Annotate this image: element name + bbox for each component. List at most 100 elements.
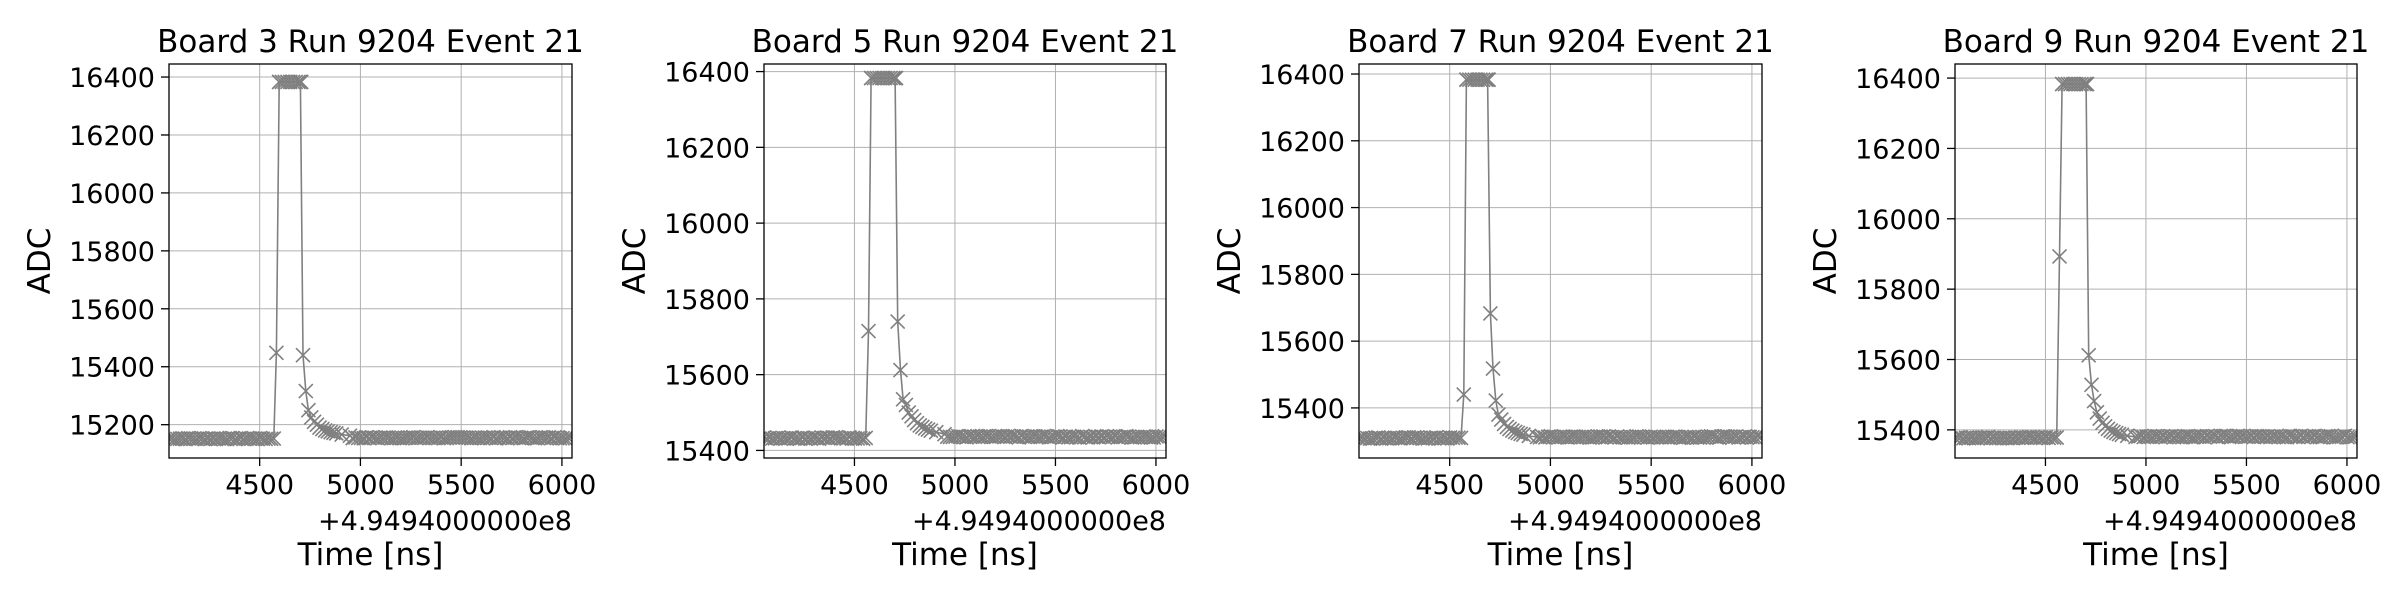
data-point-marker [292,74,308,90]
x-tick-label: 4500 [820,470,889,501]
data-point-marker [936,426,953,442]
y-tick-label: 16200 [664,133,750,164]
y-tick-label: 15800 [1855,275,1941,306]
y-tick-label: 16000 [664,209,750,240]
y-axis-label: ADC [1808,228,1844,295]
data-series [169,74,572,447]
y-tick-label: 15400 [664,436,750,467]
y-tick-label: 16200 [69,121,155,152]
data-point-marker [314,421,330,437]
x-tick-label: 5500 [2212,470,2281,501]
chart-title: Board 5 Run 9204 Event 21 [752,24,1179,60]
data-point-marker [1456,386,1472,403]
x-axis-label: Time [ns] [2082,537,2229,573]
data-point-marker [557,430,572,446]
data-point-marker [860,323,877,339]
y-axis-label: ADC [617,228,653,295]
data-point-marker [1529,429,1545,445]
y-tick-label: 15800 [664,285,750,316]
y-tick-label: 16000 [69,179,155,210]
data-point-marker [1157,428,1166,444]
y-tick-label: 16200 [1259,127,1345,158]
y-tick-label: 15400 [69,353,155,384]
data-point-marker [1448,430,1464,446]
y-tick-label: 16400 [1259,60,1345,91]
y-tick-label: 15200 [69,411,155,442]
data-point-marker [1507,424,1523,440]
chart-panel-1: 4500 5000 5500 6000 15200 15400 15600 15800 1600… [22,24,596,573]
y-tick-label: 16400 [1855,64,1941,95]
x-tick-label: 4500 [2011,470,2080,501]
data-point-marker [2342,429,2357,445]
y-tick-label: 15600 [69,295,155,326]
data-series [764,70,1166,447]
x-tick-label: 4500 [225,470,294,501]
data-point-marker [2049,430,2065,446]
x-offset-label: +4.9494000000e8 [912,506,1166,537]
data-point-marker [1515,427,1531,443]
data-point-marker [917,420,933,437]
chart-title: Board 3 Run 9204 Event 21 [157,24,584,60]
x-tick-label: 5500 [1617,470,1686,501]
data-point-marker [1753,429,1762,445]
data-point-marker [2083,377,2100,393]
y-tick-label: 15400 [1259,394,1345,425]
axes-frame [168,63,573,459]
x-tick-label: 5000 [1516,470,1585,501]
series-line [1460,78,1538,439]
data-point-marker [920,422,936,438]
data-point-marker [1504,423,1520,439]
x-tick-label: 6000 [1718,470,1787,501]
data-point-marker [2051,248,2068,264]
data-point-marker [2054,76,2070,92]
x-axis-label: Time [ns] [891,537,1038,573]
data-point-marker [2105,424,2121,440]
x-tick-label: 4500 [1415,470,1484,501]
data-point-marker [317,422,333,439]
chart-title: Board 7 Run 9204 Event 21 [1347,24,1774,60]
data-point-marker [887,70,903,86]
data-point-marker [1453,430,1469,446]
data-point-marker [892,362,909,378]
data-series [1955,76,2357,446]
data-point-marker [271,74,287,90]
axes-frame [1358,63,1763,459]
data-point-marker [342,428,358,444]
data-point-marker [295,347,311,363]
data-point-marker [2086,393,2102,409]
y-tick-label: 16000 [1259,194,1345,225]
y-tick-label: 15600 [664,361,750,392]
data-point-marker [563,429,572,445]
y-tick-label: 15800 [69,237,155,268]
data-point-marker [890,314,906,330]
data-point-marker [1750,428,1762,444]
data-point-marker [1510,425,1526,441]
data-point-marker [923,423,939,439]
data-point-marker [328,425,344,441]
y-axis-label: ADC [1212,228,1248,295]
x-tick-label: 6000 [1122,470,1191,501]
x-tick-label: 6000 [528,470,597,501]
y-tick-label: 16000 [1855,205,1941,236]
data-point-marker [1450,430,1466,446]
data-point-marker [2103,422,2119,439]
chart-panel-2: 4500 5000 5500 6000 15400 15600 15800 16000 1620… [617,24,1190,573]
data-point-marker [1488,393,1504,409]
y-tick-label: 16200 [1855,134,1941,165]
data-point-marker [858,430,874,446]
y-tick-label: 16400 [664,58,750,89]
data-point-marker [1485,360,1501,377]
x-tick-label: 5000 [2112,470,2181,501]
x-tick-label: 5500 [427,470,496,501]
data-point-marker [2345,429,2357,445]
y-tick-label: 15400 [1855,416,1941,447]
x-offset-label: +4.9494000000e8 [1508,506,1762,537]
data-point-marker [1458,72,1474,88]
y-tick-label: 15800 [1259,260,1345,291]
y-tick-label: 15600 [1855,346,1941,377]
x-offset-label: +4.9494000000e8 [2103,506,2357,537]
y-axis-label: ADC [22,228,58,295]
data-point-marker [855,431,871,447]
